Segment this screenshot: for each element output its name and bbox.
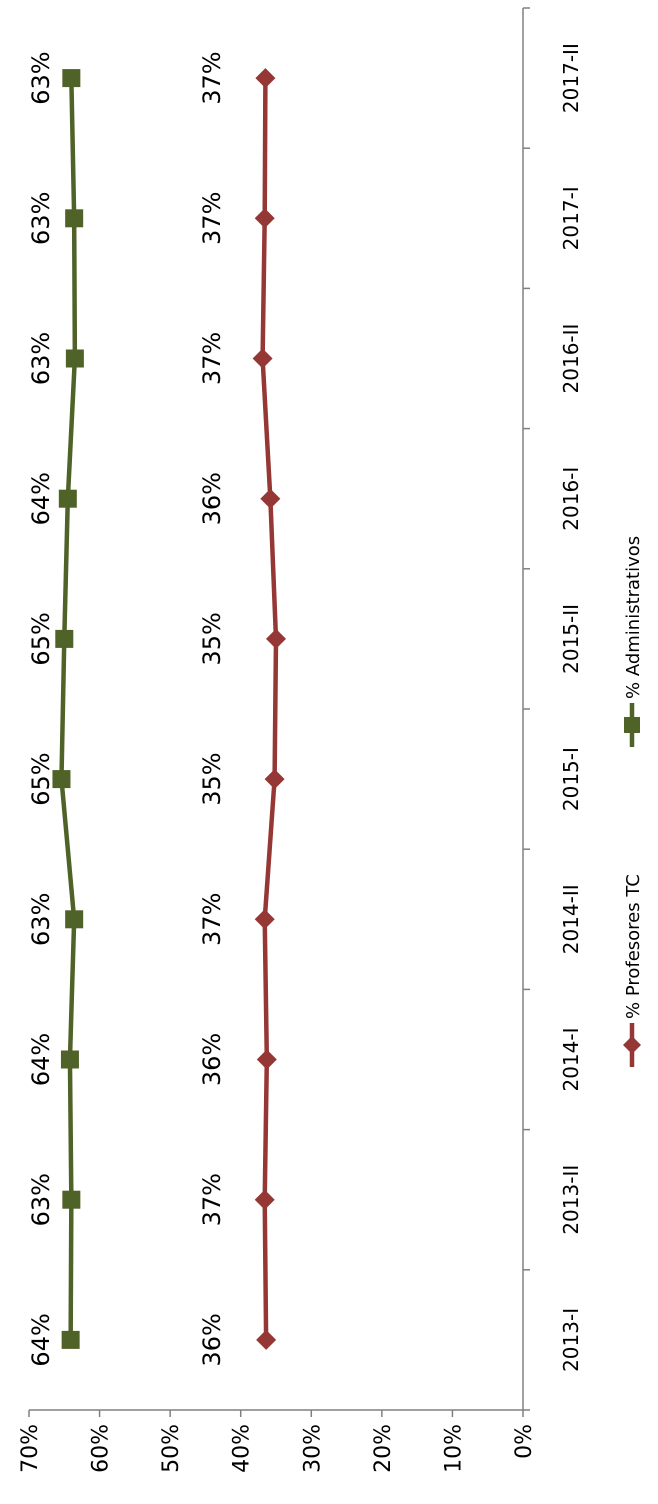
category-label: 2017-II	[559, 43, 583, 113]
data-label: 64%	[27, 472, 55, 525]
data-labels-layer: 36% 37% 36% 37% 35% 35% 36% 37% 37% 37% 64% 63% 64% 6…	[27, 51, 226, 1366]
value-tick-label: 60%	[89, 1424, 114, 1473]
value-tick-label: 40%	[230, 1424, 255, 1473]
data-label: 63%	[27, 893, 55, 946]
data-point-diamond	[254, 208, 275, 229]
data-point-diamond	[256, 1329, 277, 1350]
chart-axes: 0% 10% 20% 30% 40% 50% 60% 70% 2013-I 2013-II 2014…	[18, 7, 583, 1473]
data-label: 37%	[198, 332, 226, 385]
data-point-diamond	[254, 909, 275, 930]
legend-label: % Administrativos	[623, 536, 644, 699]
data-point-square	[62, 1190, 81, 1209]
data-label: 63%	[27, 51, 55, 104]
data-point-diamond	[264, 769, 285, 790]
legend: % Profesores TC % Administrativos	[623, 536, 644, 1067]
data-label: 36%	[198, 1033, 226, 1086]
data-label: 37%	[198, 1173, 226, 1226]
data-label: 63%	[27, 192, 55, 245]
value-tick-label: 20%	[371, 1424, 396, 1473]
data-point-diamond	[254, 1189, 275, 1210]
data-label: 37%	[198, 893, 226, 946]
data-point-diamond	[256, 1049, 277, 1070]
data-label: 64%	[27, 1033, 55, 1086]
category-label: 2014-II	[559, 884, 583, 954]
series-line	[260, 78, 279, 1340]
data-label: 63%	[27, 1173, 55, 1226]
category-label: 2016-I	[559, 467, 583, 531]
data-label: 65%	[27, 752, 55, 805]
category-label: 2013-I	[559, 1308, 583, 1372]
data-point-square	[52, 770, 71, 789]
series-line	[59, 78, 78, 1340]
data-label: 35%	[198, 752, 226, 805]
data-point-square	[65, 209, 84, 228]
data-label: 64%	[27, 1313, 55, 1366]
value-tick-label: 30%	[300, 1424, 325, 1473]
data-point-diamond	[260, 488, 281, 509]
data-label: 65%	[27, 612, 55, 665]
data-label: 37%	[198, 192, 226, 245]
value-tick-label: 10%	[441, 1424, 466, 1473]
data-point-square	[61, 1330, 80, 1349]
data-label: 63%	[27, 332, 55, 385]
data-label: 35%	[198, 612, 226, 665]
data-point-diamond	[266, 628, 286, 649]
category-label: 2015-I	[559, 747, 583, 811]
data-point-diamond	[252, 348, 273, 369]
data-label: 37%	[198, 51, 226, 104]
data-label: 36%	[198, 1313, 226, 1366]
legend-label: % Profesores TC	[623, 874, 644, 1019]
data-point-square	[58, 489, 77, 508]
data-point-square	[65, 349, 84, 368]
category-label: 2017-I	[559, 186, 583, 250]
value-tick-label: 50%	[159, 1424, 184, 1473]
data-point-square	[55, 629, 74, 648]
data-point-diamond	[255, 68, 276, 89]
category-label: 2015-II	[559, 604, 583, 674]
value-tick-label: 0%	[512, 1424, 537, 1459]
data-point-square	[62, 69, 81, 88]
category-label: 2013-II	[559, 1165, 583, 1235]
data-point-square	[65, 910, 84, 929]
category-label: 2014-I	[559, 1027, 583, 1091]
legend-marker-square	[624, 717, 640, 733]
legend-marker-diamond	[623, 1036, 641, 1054]
category-label: 2016-II	[559, 324, 583, 394]
data-point-square	[60, 1050, 79, 1069]
value-tick-label: 70%	[18, 1424, 43, 1473]
data-label: 36%	[198, 472, 226, 525]
series-layer	[52, 68, 286, 1350]
